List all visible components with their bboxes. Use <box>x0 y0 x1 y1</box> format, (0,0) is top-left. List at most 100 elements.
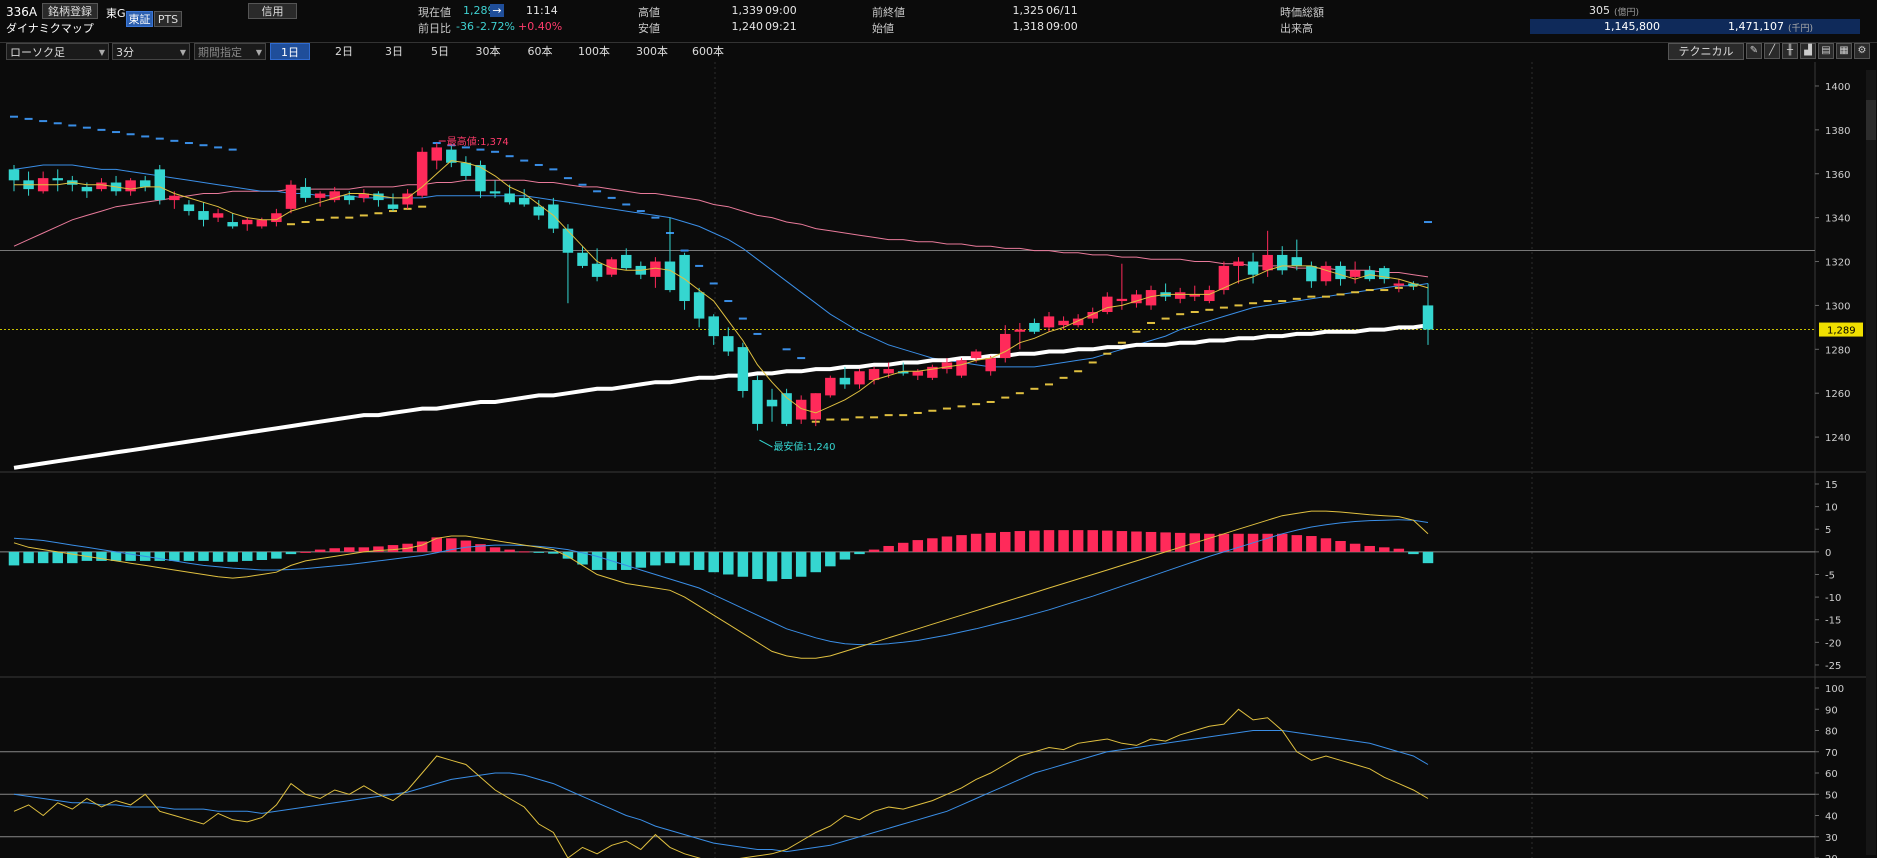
tab-timeframe-8[interactable]: 600本 <box>692 45 724 58</box>
macd-histogram-bar <box>8 551 20 566</box>
candle-body <box>154 169 166 201</box>
current-price-label: 現在値 <box>418 6 451 19</box>
candle-body <box>723 336 734 352</box>
vertical-scrollbar[interactable] <box>1866 70 1876 855</box>
candle-body <box>329 191 340 201</box>
technical-button[interactable]: テクニカル <box>1668 43 1744 60</box>
credit-button[interactable]: 信用 <box>248 3 297 19</box>
rsi-y-tick-label: 60 <box>1825 769 1838 780</box>
macd-histogram-bar <box>708 551 719 573</box>
macd-signal-line <box>13 519 1429 646</box>
settings-icon[interactable]: ⚙ <box>1854 43 1870 59</box>
tab-timeframe-5[interactable]: 60本 <box>527 45 553 58</box>
candle-body <box>1116 298 1128 302</box>
candle-body <box>300 186 311 198</box>
tab-timeframe-0[interactable]: 1日 <box>270 43 310 60</box>
candle-body <box>416 151 428 196</box>
macd-histogram-bar <box>1291 535 1303 552</box>
macd-histogram-bar <box>650 551 661 566</box>
macd-histogram-bar <box>1145 531 1157 552</box>
macd-histogram-bar <box>883 545 894 552</box>
macd-histogram-bar <box>169 551 180 561</box>
tab-timeframe-3[interactable]: 5日 <box>431 45 449 58</box>
macd-histogram-bar <box>212 551 224 562</box>
interval-select[interactable]: 3分 ▼ <box>112 43 190 60</box>
volume-label: 出来高 <box>1280 22 1313 35</box>
tab-tosho[interactable]: 東証 <box>126 11 153 27</box>
macd-histogram-bar <box>475 544 486 552</box>
candle-icon[interactable]: ╫ <box>1782 43 1798 59</box>
volume-highlight <box>1530 19 1860 34</box>
macd-histogram-bar <box>577 551 588 565</box>
tab-timeframe-2[interactable]: 3日 <box>385 45 403 58</box>
change-label: 前日比 <box>418 22 451 35</box>
prev-close-date: 06/11 <box>1046 4 1078 17</box>
period-select[interactable]: 期間指定 ▼ <box>194 43 266 60</box>
macd-y-tick-label: -25 <box>1825 661 1841 672</box>
macd-histogram-bar <box>285 551 297 555</box>
candle-body <box>752 380 763 424</box>
candle-body <box>1218 265 1230 291</box>
macd-histogram-bar <box>766 551 778 582</box>
tab-timeframe-4[interactable]: 30本 <box>475 45 501 58</box>
main-y-tick-label: 1340 <box>1825 214 1850 225</box>
low-annotation: 最安値:1,240 <box>773 440 835 453</box>
macd-y-tick-label: -10 <box>1825 593 1841 604</box>
candle-body <box>96 182 107 190</box>
tab-pts[interactable]: PTS <box>154 11 182 27</box>
macd-histogram-bar <box>752 551 763 579</box>
candle-body <box>212 213 224 218</box>
candle-body <box>795 399 807 420</box>
candle-body <box>883 369 894 374</box>
candle-body <box>1043 316 1055 328</box>
last-price-tag <box>1819 322 1863 337</box>
chart-background <box>0 62 1815 858</box>
candle-body <box>927 366 938 378</box>
tab-timeframe-1[interactable]: 2日 <box>335 45 353 58</box>
bar-chart-icon[interactable]: ▟ <box>1800 43 1816 59</box>
candle-body <box>285 184 297 209</box>
candle-body <box>956 360 967 376</box>
last-trade-time: 11:14 <box>526 4 558 17</box>
pts-change-percent: +0.40% <box>518 20 563 33</box>
candle-body <box>1335 265 1346 280</box>
macd-pane <box>8 510 1434 659</box>
macd-histogram-bar <box>664 551 676 564</box>
candle-body <box>897 371 909 374</box>
turnover-value: 1,471,107 <box>1728 20 1784 33</box>
candle-body <box>1072 318 1084 326</box>
register-button[interactable]: 銘柄登録 <box>42 3 98 19</box>
candle-body <box>970 351 982 359</box>
chart-type-select[interactable]: ローソク足 ▼ <box>6 43 109 60</box>
macd-histogram-bar <box>52 551 63 564</box>
macd-histogram-bar <box>1379 547 1390 552</box>
macd-histogram-bar <box>781 551 792 579</box>
tab-timeframe-6[interactable]: 100本 <box>578 45 610 58</box>
tab-timeframe-7[interactable]: 300本 <box>636 45 668 58</box>
line-tool-icon[interactable]: ╱ <box>1764 43 1780 59</box>
macd-histogram-bar <box>1276 533 1288 552</box>
macd-histogram-bar <box>1233 533 1244 552</box>
candle-body <box>8 169 20 181</box>
change-percent: -2.72% <box>476 20 515 33</box>
prev-close-value: 1,325 <box>1012 4 1045 17</box>
candle-body <box>314 193 326 198</box>
candle-body <box>1087 312 1098 319</box>
interval-value: 3分 <box>116 46 134 59</box>
prev-close-label: 前終値 <box>872 6 905 19</box>
candle-body <box>693 292 705 319</box>
candle-body <box>708 316 719 337</box>
save-icon[interactable]: ▤ <box>1818 43 1834 59</box>
macd-histogram-bar <box>1160 532 1171 552</box>
macd-histogram-bar <box>1218 533 1230 552</box>
layout-icon[interactable]: ▦ <box>1836 43 1852 59</box>
pencil-icon[interactable]: ✎ <box>1746 43 1762 59</box>
scrollbar-thumb[interactable] <box>1866 100 1876 140</box>
candle-body <box>1408 283 1419 286</box>
candle-body <box>1029 322 1040 332</box>
chart-grid <box>0 62 1866 858</box>
chevron-down-icon: ▼ <box>255 48 262 57</box>
candle-body <box>650 261 661 277</box>
macd-histogram-bar <box>1000 531 1011 552</box>
